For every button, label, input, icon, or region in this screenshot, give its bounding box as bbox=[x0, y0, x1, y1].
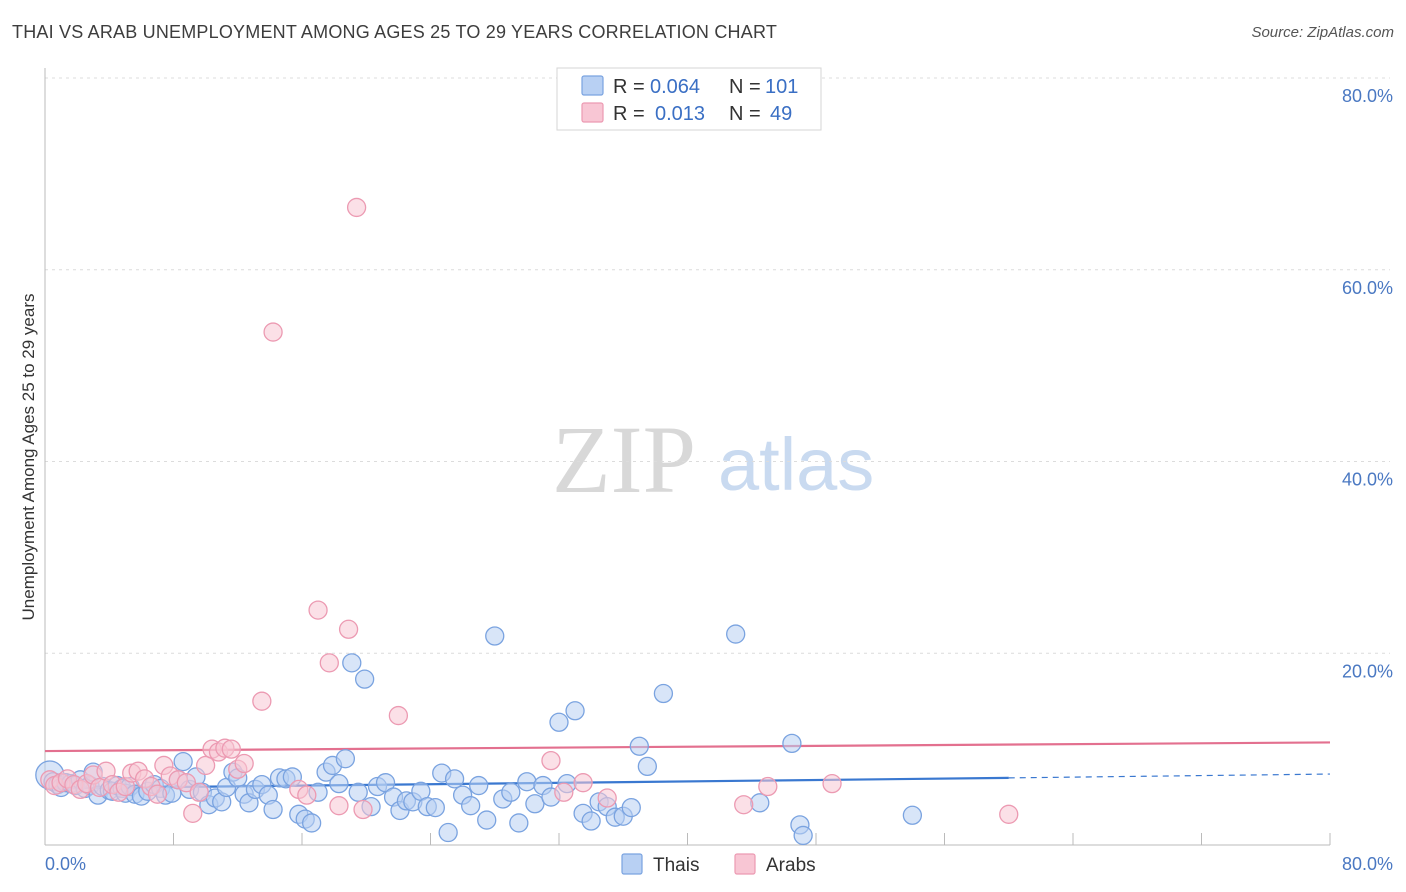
y-tick-label-3: 80.0% bbox=[1342, 86, 1393, 106]
point-thais-55 bbox=[348, 782, 368, 802]
x-tick-label-0: 0.0% bbox=[45, 854, 86, 874]
axes bbox=[44, 68, 1331, 846]
point-thais-59 bbox=[375, 773, 396, 793]
point-thais-84 bbox=[565, 701, 585, 721]
point-arabs-41 bbox=[388, 705, 409, 726]
point-thais-54 bbox=[342, 653, 362, 673]
point-arabs-39 bbox=[346, 197, 367, 218]
point-arabs-17 bbox=[147, 784, 168, 804]
point-thais-42 bbox=[263, 799, 283, 820]
legend-r-label-thais: R = bbox=[613, 76, 645, 98]
point-thais-93 bbox=[637, 756, 657, 777]
point-thais-92 bbox=[629, 736, 649, 756]
point-thais-48 bbox=[301, 813, 322, 833]
y-tick-label-0: 20.0% bbox=[1342, 661, 1393, 681]
point-arabs-37 bbox=[329, 796, 349, 816]
legend-swatch-thais bbox=[581, 75, 604, 96]
point-arabs-28 bbox=[221, 739, 241, 759]
x-tick-labels: 0.0% 80.0% bbox=[45, 854, 1393, 874]
point-arabs-40 bbox=[353, 799, 373, 820]
point-arabs-36 bbox=[319, 653, 339, 673]
point-thais-52 bbox=[329, 773, 349, 794]
y-tick-label-1: 40.0% bbox=[1342, 470, 1393, 490]
point-thais-96 bbox=[750, 793, 770, 813]
chart-title: THAI VS ARAB UNEMPLOYMENT AMONG AGES 25 … bbox=[12, 22, 778, 42]
legend-r-value-thais: 0.064 bbox=[650, 76, 700, 98]
point-thais-94 bbox=[653, 683, 674, 704]
point-arabs-49 bbox=[999, 804, 1019, 824]
point-arabs-46 bbox=[734, 795, 754, 815]
point-thais-77 bbox=[509, 813, 529, 833]
point-thais-69 bbox=[444, 769, 465, 789]
point-arabs-44 bbox=[573, 773, 593, 793]
point-thais-74 bbox=[485, 626, 505, 646]
point-arabs-47 bbox=[758, 776, 778, 797]
point-thais-78 bbox=[517, 772, 537, 792]
y-tick-label-2: 60.0% bbox=[1342, 278, 1393, 298]
point-arabs-38 bbox=[338, 619, 359, 639]
legend-n-label-thais: N = bbox=[729, 76, 761, 98]
point-arabs-48 bbox=[822, 773, 842, 794]
series-legend-swatch-arabs bbox=[734, 853, 756, 875]
point-thais-71 bbox=[461, 796, 481, 816]
point-arabs-32 bbox=[263, 322, 283, 342]
point-arabs-34 bbox=[297, 785, 317, 805]
point-thais-66 bbox=[425, 797, 445, 818]
data-points bbox=[35, 197, 1019, 846]
legend-n-value-arabs: 49 bbox=[770, 103, 792, 125]
point-thais-95 bbox=[726, 624, 746, 644]
point-arabs-21 bbox=[176, 773, 197, 793]
point-arabs-35 bbox=[308, 600, 328, 620]
point-thais-82 bbox=[549, 712, 569, 732]
point-arabs-24 bbox=[195, 755, 216, 776]
legend-n-value-thais: 101 bbox=[765, 76, 798, 98]
point-arabs-43 bbox=[554, 782, 574, 802]
point-thais-97 bbox=[782, 733, 802, 754]
point-thais-79 bbox=[525, 794, 545, 814]
point-thais-99 bbox=[793, 825, 813, 846]
legend-r-value-arabs: 0.013 bbox=[655, 103, 705, 125]
series-legend-swatch-thais bbox=[621, 853, 643, 875]
point-thais-72 bbox=[469, 775, 489, 796]
point-thais-73 bbox=[477, 810, 497, 830]
point-thais-56 bbox=[354, 669, 375, 689]
series-legend: Thais Arabs bbox=[621, 853, 816, 876]
point-thais-68 bbox=[438, 822, 458, 843]
trend-line-arabs bbox=[44, 741, 1331, 753]
point-thais-100 bbox=[902, 805, 923, 825]
trend-line-extension-thais bbox=[1008, 773, 1331, 779]
point-arabs-30 bbox=[234, 753, 254, 774]
watermark-atlas: atlas bbox=[718, 423, 874, 506]
point-arabs-42 bbox=[541, 750, 561, 771]
point-thais-27 bbox=[173, 751, 193, 772]
watermark-zip: ZIP bbox=[552, 406, 696, 513]
y-tick-labels: 20.0% 40.0% 60.0% 80.0% bbox=[1342, 86, 1393, 681]
legend-n-label-arabs: N = bbox=[729, 103, 761, 125]
x-tick-label-1: 80.0% bbox=[1342, 854, 1393, 874]
point-thais-53 bbox=[335, 749, 356, 769]
point-thais-76 bbox=[501, 782, 521, 802]
point-arabs-22 bbox=[183, 803, 203, 824]
legend-swatch-arabs bbox=[581, 102, 604, 123]
y-axis-label: Unemployment Among Ages 25 to 29 years bbox=[19, 294, 38, 621]
point-arabs-31 bbox=[252, 691, 272, 711]
point-arabs-45 bbox=[597, 788, 617, 808]
chart-source: Source: ZipAtlas.com bbox=[1251, 24, 1394, 41]
series-legend-label-arabs: Arabs bbox=[766, 855, 816, 876]
point-arabs-23 bbox=[189, 782, 209, 802]
point-thais-86 bbox=[581, 811, 601, 831]
point-thais-91 bbox=[621, 797, 641, 818]
grid-lines bbox=[45, 77, 1390, 654]
series-legend-label-thais: Thais bbox=[653, 855, 699, 876]
stats-legend: R = 0.064 N = 101 R = 0.013 N = 49 bbox=[556, 67, 822, 131]
legend-r-label-arabs: R = bbox=[613, 103, 645, 125]
